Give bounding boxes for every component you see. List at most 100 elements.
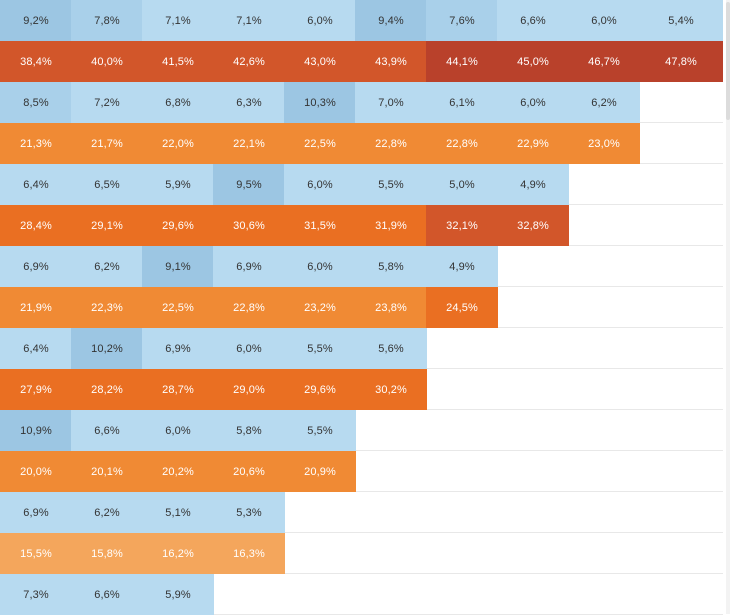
table-cell[interactable]: 9,4% bbox=[355, 0, 427, 41]
table-cell[interactable]: 41,5% bbox=[142, 41, 214, 82]
table-cell[interactable]: 22,5% bbox=[284, 123, 356, 164]
table-cell[interactable]: 6,4% bbox=[0, 328, 72, 369]
table-cell[interactable]: 6,0% bbox=[142, 410, 214, 451]
table-cell[interactable]: 4,9% bbox=[426, 246, 498, 287]
table-cell[interactable]: 22,5% bbox=[142, 287, 214, 328]
table-cell[interactable]: 9,1% bbox=[142, 246, 214, 287]
table-cell[interactable]: 24,5% bbox=[426, 287, 498, 328]
table-cell[interactable]: 10,3% bbox=[284, 82, 356, 123]
table-cell[interactable]: 30,6% bbox=[213, 205, 285, 246]
table-cell[interactable]: 29,0% bbox=[213, 369, 285, 410]
table-cell[interactable]: 5,3% bbox=[213, 492, 285, 533]
table-cell[interactable]: 7,2% bbox=[71, 82, 143, 123]
table-cell[interactable]: 46,7% bbox=[568, 41, 640, 82]
table-cell[interactable]: 29,6% bbox=[284, 369, 356, 410]
table-cell[interactable]: 21,9% bbox=[0, 287, 72, 328]
table-cell[interactable]: 32,8% bbox=[497, 205, 569, 246]
table-cell[interactable]: 27,9% bbox=[0, 369, 72, 410]
table-cell[interactable]: 10,2% bbox=[71, 328, 143, 369]
table-cell[interactable]: 28,2% bbox=[71, 369, 143, 410]
table-cell[interactable]: 6,1% bbox=[426, 82, 498, 123]
table-cell[interactable]: 5,9% bbox=[142, 164, 214, 205]
table-cell[interactable]: 6,9% bbox=[0, 492, 72, 533]
table-cell[interactable]: 16,2% bbox=[142, 533, 214, 574]
table-cell[interactable]: 31,5% bbox=[284, 205, 356, 246]
table-cell[interactable]: 7,3% bbox=[0, 574, 72, 615]
table-cell[interactable]: 22,3% bbox=[71, 287, 143, 328]
table-cell[interactable]: 5,0% bbox=[426, 164, 498, 205]
table-cell[interactable]: 22,8% bbox=[355, 123, 427, 164]
table-cell[interactable]: 5,8% bbox=[355, 246, 427, 287]
table-cell[interactable]: 10,9% bbox=[0, 410, 72, 451]
table-cell[interactable]: 6,3% bbox=[213, 82, 285, 123]
table-cell[interactable]: 6,4% bbox=[0, 164, 72, 205]
table-cell[interactable]: 6,0% bbox=[213, 328, 285, 369]
table-cell[interactable]: 15,8% bbox=[71, 533, 143, 574]
table-cell[interactable]: 6,2% bbox=[71, 246, 143, 287]
table-cell[interactable]: 20,6% bbox=[213, 451, 285, 492]
table-cell[interactable]: 30,2% bbox=[355, 369, 427, 410]
table-cell[interactable]: 15,5% bbox=[0, 533, 72, 574]
table-cell[interactable]: 6,6% bbox=[71, 410, 143, 451]
table-cell[interactable]: 6,0% bbox=[284, 164, 356, 205]
table-cell[interactable]: 7,1% bbox=[142, 0, 214, 41]
table-cell[interactable]: 6,5% bbox=[71, 164, 143, 205]
table-cell[interactable]: 6,9% bbox=[142, 328, 214, 369]
table-cell[interactable]: 22,0% bbox=[142, 123, 214, 164]
scrollbar-thumb[interactable] bbox=[726, 2, 730, 120]
table-cell[interactable]: 47,8% bbox=[639, 41, 723, 82]
table-cell[interactable]: 20,0% bbox=[0, 451, 72, 492]
table-cell[interactable]: 32,1% bbox=[426, 205, 498, 246]
table-cell[interactable]: 43,9% bbox=[355, 41, 427, 82]
table-cell[interactable]: 20,2% bbox=[142, 451, 214, 492]
table-cell[interactable]: 6,6% bbox=[71, 574, 143, 615]
table-cell[interactable]: 6,2% bbox=[568, 82, 640, 123]
table-cell[interactable]: 7,0% bbox=[355, 82, 427, 123]
table-cell[interactable]: 7,8% bbox=[71, 0, 143, 41]
table-cell[interactable]: 6,0% bbox=[284, 246, 356, 287]
table-cell[interactable]: 6,8% bbox=[142, 82, 214, 123]
table-cell[interactable]: 28,4% bbox=[0, 205, 72, 246]
table-cell[interactable]: 5,5% bbox=[284, 410, 356, 451]
table-cell[interactable]: 8,5% bbox=[0, 82, 72, 123]
table-cell[interactable]: 31,9% bbox=[355, 205, 427, 246]
table-cell[interactable]: 28,7% bbox=[142, 369, 214, 410]
table-cell[interactable]: 16,3% bbox=[213, 533, 285, 574]
table-cell[interactable]: 22,8% bbox=[213, 287, 285, 328]
table-cell[interactable]: 6,0% bbox=[568, 0, 640, 41]
table-cell[interactable]: 44,1% bbox=[426, 41, 498, 82]
table-cell[interactable]: 29,1% bbox=[71, 205, 143, 246]
table-cell[interactable]: 5,6% bbox=[355, 328, 427, 369]
vertical-scrollbar[interactable] bbox=[726, 0, 730, 614]
table-cell[interactable]: 43,0% bbox=[284, 41, 356, 82]
table-cell[interactable]: 4,9% bbox=[497, 164, 569, 205]
table-cell[interactable]: 23,8% bbox=[355, 287, 427, 328]
table-cell[interactable]: 42,6% bbox=[213, 41, 285, 82]
table-cell[interactable]: 5,9% bbox=[142, 574, 214, 615]
table-cell[interactable]: 40,0% bbox=[71, 41, 143, 82]
table-cell[interactable]: 29,6% bbox=[142, 205, 214, 246]
table-cell[interactable]: 7,1% bbox=[213, 0, 285, 41]
table-cell[interactable]: 9,5% bbox=[213, 164, 285, 205]
table-cell[interactable]: 9,2% bbox=[0, 0, 72, 41]
table-cell[interactable]: 23,2% bbox=[284, 287, 356, 328]
table-cell[interactable]: 20,9% bbox=[284, 451, 356, 492]
table-cell[interactable]: 6,2% bbox=[71, 492, 143, 533]
table-cell[interactable]: 6,6% bbox=[497, 0, 569, 41]
table-cell[interactable]: 5,4% bbox=[639, 0, 723, 41]
table-cell[interactable]: 6,9% bbox=[213, 246, 285, 287]
table-cell[interactable]: 5,5% bbox=[284, 328, 356, 369]
table-cell[interactable]: 22,8% bbox=[426, 123, 498, 164]
table-cell[interactable]: 21,7% bbox=[71, 123, 143, 164]
table-cell[interactable]: 38,4% bbox=[0, 41, 72, 82]
table-cell[interactable]: 22,1% bbox=[213, 123, 285, 164]
table-cell[interactable]: 6,9% bbox=[0, 246, 72, 287]
table-cell[interactable]: 23,0% bbox=[568, 123, 640, 164]
table-cell[interactable]: 21,3% bbox=[0, 123, 72, 164]
table-cell[interactable]: 5,1% bbox=[142, 492, 214, 533]
table-cell[interactable]: 22,9% bbox=[497, 123, 569, 164]
table-cell[interactable]: 45,0% bbox=[497, 41, 569, 82]
table-cell[interactable]: 6,0% bbox=[497, 82, 569, 123]
table-cell[interactable]: 5,8% bbox=[213, 410, 285, 451]
table-cell[interactable]: 5,5% bbox=[355, 164, 427, 205]
